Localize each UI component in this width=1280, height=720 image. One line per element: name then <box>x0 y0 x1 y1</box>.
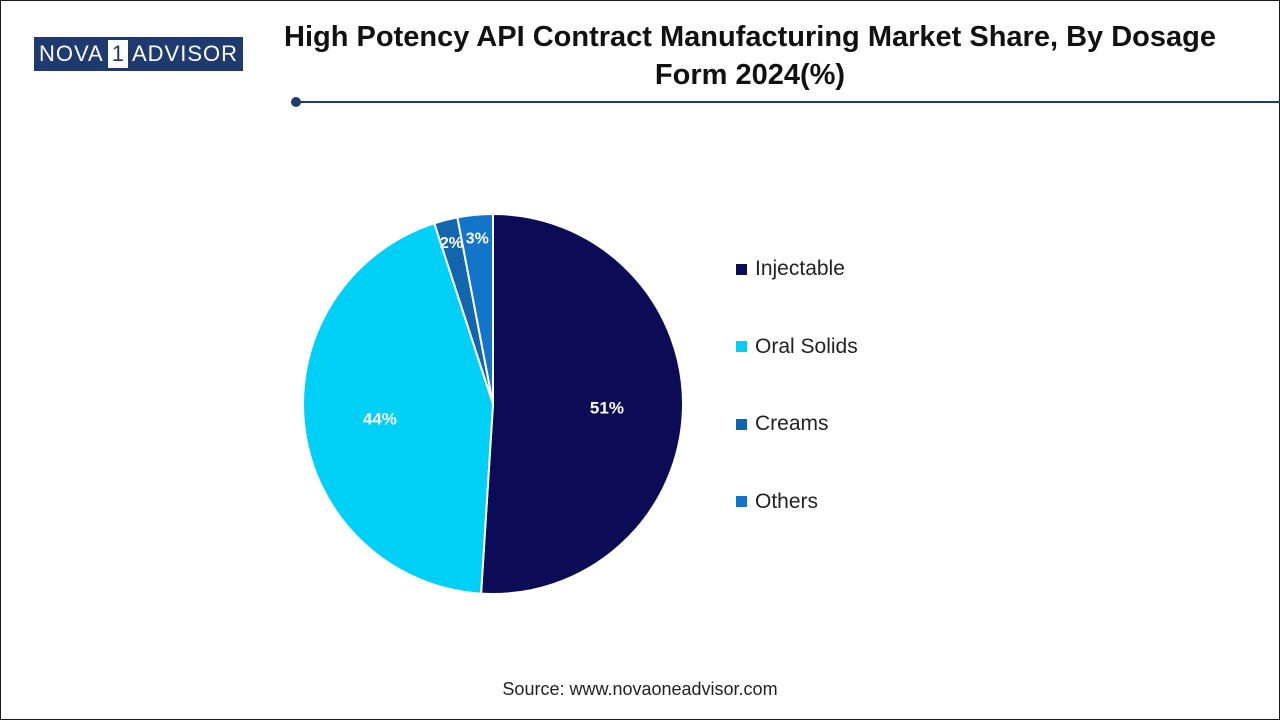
legend-label-oral-solids: Oral Solids <box>755 334 858 358</box>
legend-swatch-oral-solids <box>736 341 747 352</box>
legend-item-oral-solids: Oral Solids <box>736 334 858 360</box>
pie-slice-injectable <box>480 212 684 595</box>
logo-text-nova: NOVA <box>39 41 104 66</box>
legend-label-injectable: Injectable <box>755 257 845 280</box>
chart-title: High Potency API Contract Manufacturing … <box>284 21 1216 91</box>
pie-slice-oral-solids <box>302 222 495 595</box>
data-label-creams: 2% <box>440 235 463 252</box>
nova-one-advisor-logo: NOVA 1 ADVISOR <box>34 37 243 71</box>
pie-slices <box>302 212 684 595</box>
data-label-oral-solids: 44% <box>363 409 397 428</box>
data-label-injectable: 51% <box>590 399 624 418</box>
chart-legend: Injectable Oral Solids Creams Others <box>736 256 858 566</box>
legend-item-others: Others <box>736 489 858 515</box>
legend-swatch-creams <box>736 418 747 430</box>
legend-swatch-injectable <box>736 263 747 275</box>
logo-text-advisor: ADVISOR <box>131 41 238 66</box>
pie-data-labels: 51% 44% 2% 3% <box>363 231 624 429</box>
legend-swatch-others <box>736 496 747 507</box>
data-label-others: 3% <box>466 231 489 248</box>
source-note: Source: www.novaoneadvisor.com <box>502 679 778 699</box>
logo-digit: 1 <box>107 40 128 68</box>
legend-label-others: Others <box>755 489 819 513</box>
legend-label-creams: Creams <box>755 412 829 435</box>
legend-item-creams: Creams <box>736 411 858 437</box>
legend-item-injectable: Injectable <box>736 256 858 282</box>
pie-slice-others <box>456 212 494 405</box>
title-rule-line <box>296 101 1280 103</box>
